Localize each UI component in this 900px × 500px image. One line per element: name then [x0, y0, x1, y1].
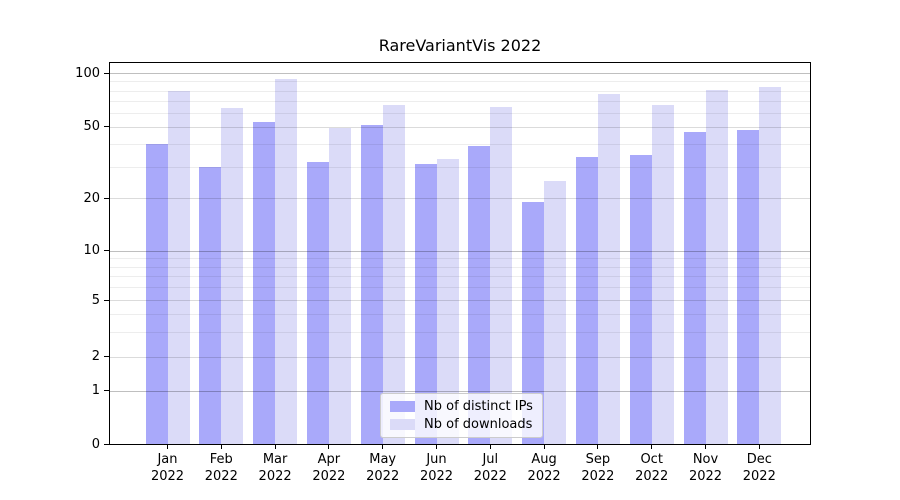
x-tick-mark	[758, 444, 760, 449]
x-tick-mark	[274, 444, 276, 449]
bar-downloads-mar	[275, 78, 298, 444]
y-tick-mark	[104, 126, 110, 128]
minor-gridline	[110, 331, 810, 333]
minor-gridline	[110, 313, 810, 315]
bar-distinct-ips-aug	[522, 202, 545, 444]
y-tick-mark	[104, 356, 110, 358]
major-gridline	[110, 390, 810, 392]
x-tick-mark	[705, 444, 706, 449]
x-tick-mark	[167, 444, 168, 449]
bar-downloads-sep	[597, 94, 620, 444]
x-tick-label: Mar 2022	[258, 452, 292, 484]
chart-title: RareVariantVis 2022	[378, 36, 542, 55]
x-tick-label: Jul 2022	[473, 452, 507, 484]
x-tick-label: Dec 2022	[742, 452, 776, 484]
x-tick-mark	[220, 444, 222, 449]
y-tick-label: 2	[91, 349, 100, 365]
y-tick-mark	[104, 72, 110, 74]
bar-downloads-jun	[436, 159, 459, 444]
major-gridline	[110, 356, 810, 358]
x-tick-label: Nov 2022	[688, 452, 723, 484]
bar-distinct-ips-feb	[199, 166, 222, 444]
minor-gridline	[110, 276, 810, 278]
y-tick-mark	[104, 197, 110, 199]
major-gridline	[110, 250, 810, 252]
bar-distinct-ips-oct	[629, 154, 652, 444]
y-tick-mark	[104, 299, 110, 301]
major-gridline	[110, 73, 810, 75]
x-tick-label: Aug 2022	[527, 452, 561, 484]
major-gridline	[110, 126, 810, 128]
legend-label: Nb of distinct IPs	[424, 399, 533, 414]
x-tick-label: Oct 2022	[635, 452, 669, 484]
y-tick-label: 0	[91, 436, 100, 452]
x-tick-label: Jun 2022	[419, 452, 454, 484]
x-tick-label: Feb 2022	[204, 452, 238, 484]
x-tick-label: Sep 2022	[581, 452, 615, 484]
minor-gridline	[110, 166, 810, 168]
y-tick-mark	[104, 250, 110, 252]
bar-distinct-ips-sep	[575, 156, 598, 444]
legend: Nb of distinct IPs Nb of downloads	[380, 393, 543, 438]
bar-distinct-ips-jun	[414, 164, 437, 444]
plot-area	[109, 62, 811, 445]
x-tick-label: Jan 2022	[150, 452, 185, 484]
y-tick-label: 5	[91, 292, 100, 308]
y-tick-mark	[104, 390, 110, 392]
minor-gridline	[110, 100, 810, 102]
bar-downloads-dec	[759, 86, 782, 444]
bar-distinct-ips-dec	[737, 129, 760, 444]
minor-gridline	[110, 266, 810, 268]
x-tick-mark	[382, 444, 384, 449]
bar-downloads-apr	[328, 128, 351, 444]
legend-row: Nb of downloads	[390, 417, 533, 432]
bar-distinct-ips-nov	[683, 131, 706, 444]
bar-distinct-ips-may	[360, 125, 383, 444]
bar-distinct-ips-mar	[253, 122, 276, 444]
y-tick-label: 1	[91, 383, 100, 399]
x-tick-mark	[597, 444, 599, 449]
bar-downloads-nov	[705, 89, 728, 444]
minor-gridline	[110, 81, 810, 83]
bar-downloads-feb	[221, 107, 244, 444]
y-tick-mark	[104, 443, 110, 445]
legend-label: Nb of downloads	[424, 417, 533, 432]
legend-swatch	[390, 419, 415, 430]
y-tick-label: 100	[75, 65, 100, 81]
bar-downloads-aug	[544, 180, 567, 444]
bar-downloads-may	[382, 105, 405, 444]
bar-distinct-ips-jan	[145, 144, 168, 444]
x-tick-mark	[543, 444, 545, 449]
legend-row: Nb of distinct IPs	[390, 399, 533, 414]
major-gridline	[110, 198, 810, 200]
x-tick-mark	[651, 444, 653, 449]
major-gridline	[110, 300, 810, 301]
bar-distinct-ips-apr	[306, 161, 329, 444]
x-tick-mark	[489, 444, 491, 449]
bar-downloads-oct	[651, 105, 674, 444]
x-tick-mark	[328, 444, 330, 449]
y-tick-label: 50	[83, 119, 100, 135]
x-tick-mark	[436, 444, 437, 449]
minor-gridline	[110, 144, 810, 146]
minor-gridline	[110, 287, 810, 288]
minor-gridline	[110, 90, 810, 92]
legend-swatch	[390, 401, 415, 412]
minor-gridline	[110, 112, 810, 114]
minor-gridline	[110, 258, 810, 260]
y-tick-label: 10	[83, 243, 100, 259]
bar-downloads-jul	[490, 106, 513, 444]
y-tick-label: 20	[83, 190, 100, 206]
bar-distinct-ips-jul	[468, 146, 491, 444]
x-tick-label: May 2022	[366, 452, 400, 484]
x-tick-label: Apr 2022	[312, 452, 346, 484]
bar-downloads-jan	[167, 90, 190, 444]
